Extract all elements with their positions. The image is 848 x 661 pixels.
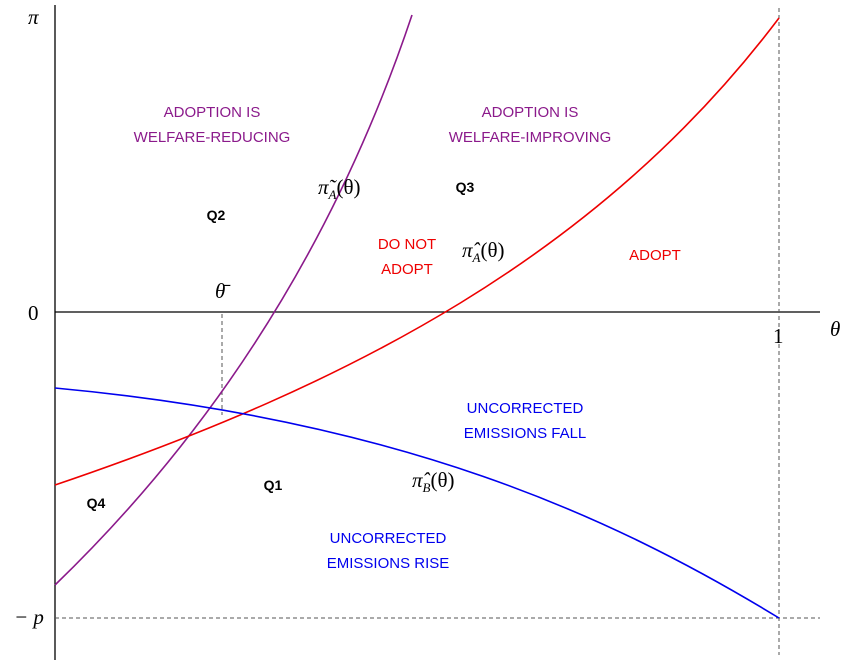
curve xyxy=(54,17,780,486)
curve-argument: (θ) xyxy=(336,175,360,199)
region-label: UNCORRECTED xyxy=(467,400,584,417)
axis-tick: 1 xyxy=(773,324,784,348)
quadrant: Q4 xyxy=(87,495,106,511)
quadrant: Q1 xyxy=(264,477,283,493)
curve-subscript: A xyxy=(328,187,337,202)
region-label: UNCORRECTED xyxy=(330,530,447,547)
axis-tick: 0 xyxy=(28,301,39,325)
region-label: EMISSIONS RISE xyxy=(327,555,450,572)
curve xyxy=(54,14,413,586)
region-label: WELFARE-REDUCING xyxy=(134,129,291,146)
curve-argument: (θ) xyxy=(480,238,504,262)
region-label: ADOPT xyxy=(381,261,433,278)
curve-argument: (θ) xyxy=(430,468,454,492)
axis-label: θ xyxy=(830,317,840,341)
region-label: ADOPTION IS xyxy=(164,104,261,121)
curve xyxy=(54,387,780,619)
quadrant: Q3 xyxy=(456,179,475,195)
curve-label: π̂A(θ) xyxy=(462,238,505,265)
axis-label: π xyxy=(28,5,39,29)
region-label: EMISSIONS FALL xyxy=(464,425,587,442)
region-label: DO NOT xyxy=(378,236,436,253)
axis-tick: − p xyxy=(14,605,44,629)
curve-subscript: A xyxy=(472,250,481,265)
curve-label: π̃A(θ) xyxy=(318,175,361,202)
region-label: ADOPT xyxy=(629,247,681,264)
region-label: WELFARE-IMPROVING xyxy=(449,129,612,146)
quadrant: Q2 xyxy=(207,207,226,223)
curve-label: π̂B(θ) xyxy=(412,468,455,495)
region-label: ADOPTION IS xyxy=(482,104,579,121)
axis-tick: θ̄ xyxy=(215,279,231,303)
curve-subscript: B xyxy=(423,480,431,495)
